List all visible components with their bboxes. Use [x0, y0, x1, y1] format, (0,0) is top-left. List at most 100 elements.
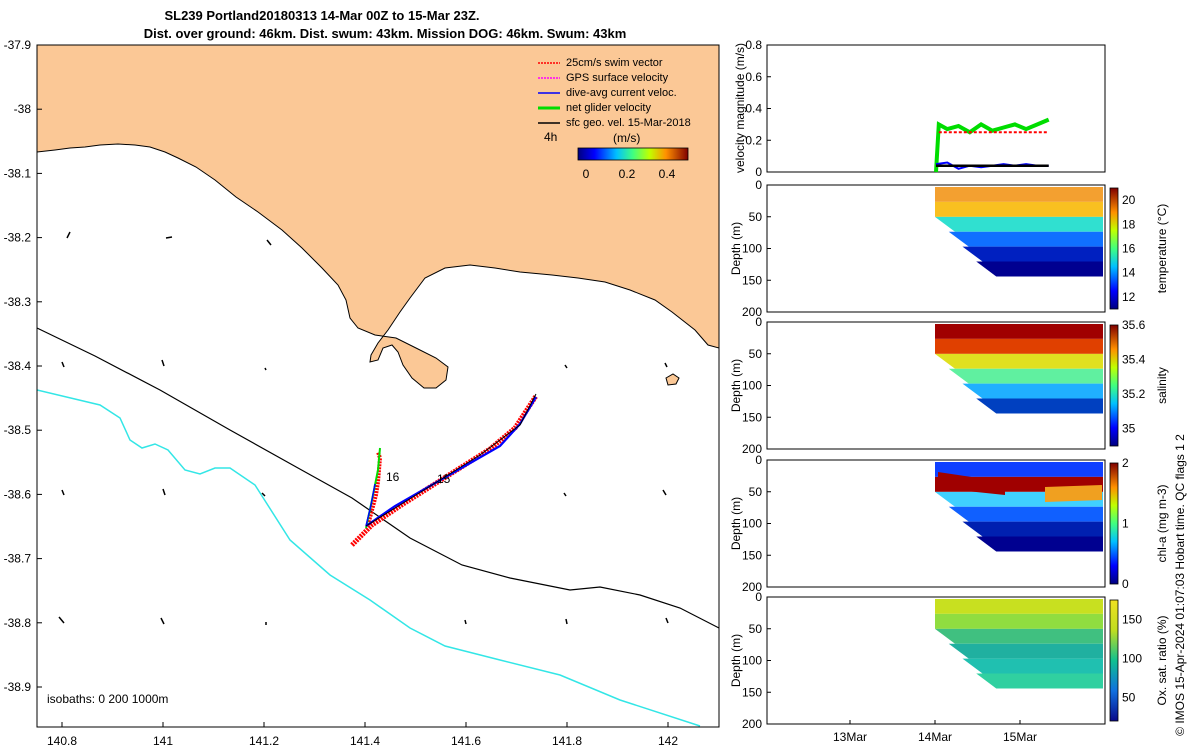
legend-item-geo: sfc geo. vel. 15-Mar-2018: [538, 117, 691, 129]
section-colorbar: [1109, 187, 1119, 310]
section-band: [935, 324, 1103, 339]
colorbar-label: Ox. sat. ratio (%): [1155, 615, 1169, 705]
velocity-ytick-label: 0.4: [745, 102, 762, 116]
colorbar-tick-label: 14: [1122, 266, 1136, 280]
section-band: [976, 673, 1103, 689]
section-ytick-label: 0: [755, 315, 762, 329]
island: [665, 373, 680, 386]
section-ytick-label: 150: [742, 685, 762, 699]
date-tick-label: 14Mar: [918, 730, 952, 744]
section-ytick-label: 100: [742, 517, 762, 531]
chl-secondary-patch: [1045, 485, 1102, 502]
section-band: [976, 536, 1103, 552]
section-panel-chl-a: 0 50 100 150 200 Depth (m) 0 1 2 chl-a (mg m-3): [729, 453, 1169, 594]
day-label-15: 15: [437, 472, 451, 486]
map-ytick-label: -38.5: [4, 423, 32, 437]
credit-text: © IMOS 15-Apr-2024 01:07:03 Hobart time.…: [1173, 434, 1187, 736]
section-band: [948, 231, 1103, 247]
legend-label-geo: sfc geo. vel. 15-Mar-2018: [566, 117, 691, 129]
geostrophic-arrows: [58, 231, 669, 625]
section-band: [976, 398, 1103, 414]
colorbar-tick-label: 100: [1122, 652, 1142, 666]
colorbar-tick-label: 16: [1122, 242, 1136, 256]
section-band: [935, 462, 1103, 477]
isobath-note: isobaths: 0 200 1000m: [47, 692, 168, 706]
colorbar-tick-label: 35.2: [1122, 387, 1146, 401]
velocity-series: [934, 117, 1050, 173]
section-panel-oxygen-saturation: 0 50 100 150 200 Depth (m) 50 100 150 Ox. sat. ra…: [729, 590, 1169, 731]
colorbar-units: (m/s): [613, 131, 640, 145]
date-tick-label: 13Mar: [833, 730, 867, 744]
colorbar-tick-label: 50: [1122, 691, 1136, 705]
section-ytick-label: 100: [742, 379, 762, 393]
map-frame: [36, 44, 720, 728]
map-panel: 16 15 -37.9-38-38.1-38.2-38.3-38.4-38.5-…: [4, 38, 720, 748]
legend-item-gps: GPS surface velocity: [538, 72, 669, 84]
map-ytick-label: -38.8: [4, 616, 32, 630]
map-xtick-label: 140.8: [47, 734, 77, 748]
map-xtick-label: 141.6: [451, 734, 481, 748]
section-ytick-label: 0: [755, 590, 762, 604]
legend-label-gps: GPS surface velocity: [566, 72, 669, 84]
section-colorbar: [1109, 462, 1119, 585]
section-band: [935, 201, 1103, 217]
section-band: [935, 599, 1103, 614]
map-xtick-label: 141: [153, 734, 173, 748]
colorbar-tick-label: 20: [1122, 193, 1136, 207]
section-ylabel: Depth (m): [729, 222, 743, 275]
date-tick-label: 15Mar: [1003, 730, 1037, 744]
title-line1: SL239 Portland20180313 14-Mar 00Z to 15-…: [164, 8, 479, 23]
section-ytick-label: 50: [749, 485, 763, 499]
velocity-ytick-label: 0: [755, 165, 762, 179]
section-band: [976, 261, 1103, 277]
legend-interval: 4h: [544, 130, 557, 144]
colorbar-tick-label: 35: [1122, 422, 1136, 436]
map-ytick-label: -38.1: [4, 166, 32, 180]
colorbar-label: salinity: [1155, 367, 1169, 404]
section-ytick-label: 200: [742, 580, 762, 594]
colorbar-tick-label: 35.6: [1122, 318, 1146, 332]
section-band: [962, 658, 1103, 674]
section-band: [962, 521, 1103, 537]
section-ytick-label: 0: [755, 453, 762, 467]
colorbar-tick-label: 35.4: [1122, 353, 1146, 367]
map-ytick-label: -38.9: [4, 680, 32, 694]
section-ylabel: Depth (m): [729, 634, 743, 687]
section-panel-temperature: 0 50 100 150 200 Depth (m) 12 14 16 18 20 temperatu…: [729, 178, 1169, 319]
map-ytick-label: -38.3: [4, 295, 32, 309]
map-ytick-label: -38.4: [4, 359, 32, 373]
section-band: [948, 506, 1103, 522]
section-ytick-label: 50: [749, 347, 763, 361]
section-band: [935, 628, 1103, 644]
section-band: [962, 383, 1103, 399]
section-colorbar: [1109, 599, 1119, 722]
section-ytick-label: 50: [749, 622, 763, 636]
isobath-1000: [37, 389, 701, 727]
section-ytick-label: 100: [742, 242, 762, 256]
colorbar-tick-label: 150: [1122, 613, 1142, 627]
cbar-tick-0: 0: [583, 167, 590, 181]
isobath-200: [37, 327, 719, 629]
velocity-y-ticks: 0 0.2 0.4 0.6 0.8: [745, 38, 771, 179]
colorbar-tick-label: 1: [1122, 517, 1129, 531]
chl-max-patch: [938, 472, 1005, 495]
colorbar-tick-label: 0: [1122, 577, 1129, 591]
legend-item-net: net glider velocity: [538, 102, 651, 114]
legend-label-dac: dive-avg current veloc.: [566, 87, 677, 99]
velocity-ylabel: velocity magnitude (m/s): [733, 43, 747, 173]
map-ytick-label: -38.2: [4, 231, 32, 245]
section-ytick-label: 100: [742, 654, 762, 668]
map-xtick-label: 141.2: [249, 734, 279, 748]
section-ytick-label: 200: [742, 442, 762, 456]
colorbar-tick-label: 12: [1122, 290, 1136, 304]
section-ytick-label: 150: [742, 548, 762, 562]
map-xtick-label: 141.8: [552, 734, 582, 748]
legend-label-swim: 25cm/s swim vector: [566, 57, 663, 69]
velocity-ytick-label: 0.2: [745, 133, 762, 147]
section-ytick-label: 200: [742, 717, 762, 731]
map-xtick-label: 142: [658, 734, 678, 748]
section-band: [935, 338, 1103, 354]
velocity-ytick-label: 0.8: [745, 38, 762, 52]
section-band: [935, 216, 1103, 232]
